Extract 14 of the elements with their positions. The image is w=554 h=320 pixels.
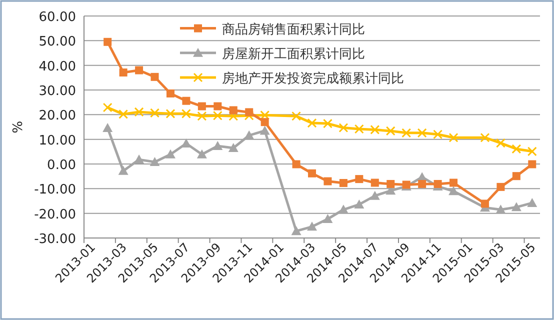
y-axis-title: % xyxy=(11,120,26,134)
y-tick-label: 10.00 xyxy=(38,133,76,148)
y-tick-label: 30.00 xyxy=(38,84,76,99)
legend-label: 房屋新开工面积累计同比 xyxy=(222,46,365,62)
y-tick-label: -10.00 xyxy=(34,182,76,198)
y-tick-label: -20.00 xyxy=(34,207,76,222)
y-tick-label: -30.00 xyxy=(34,232,76,247)
y-tick-label: 60.00 xyxy=(38,10,76,25)
legend-label: 商品房销售面积累计同比 xyxy=(222,21,365,38)
y-tick-label: 20.00 xyxy=(38,108,76,124)
y-tick-label: 0.00 xyxy=(47,158,76,173)
y-tick-label: 40.00 xyxy=(38,59,76,74)
y-tick-label: 50.00 xyxy=(38,34,76,50)
legend-label: 房地产开发投资完成额累计同比 xyxy=(222,70,404,86)
